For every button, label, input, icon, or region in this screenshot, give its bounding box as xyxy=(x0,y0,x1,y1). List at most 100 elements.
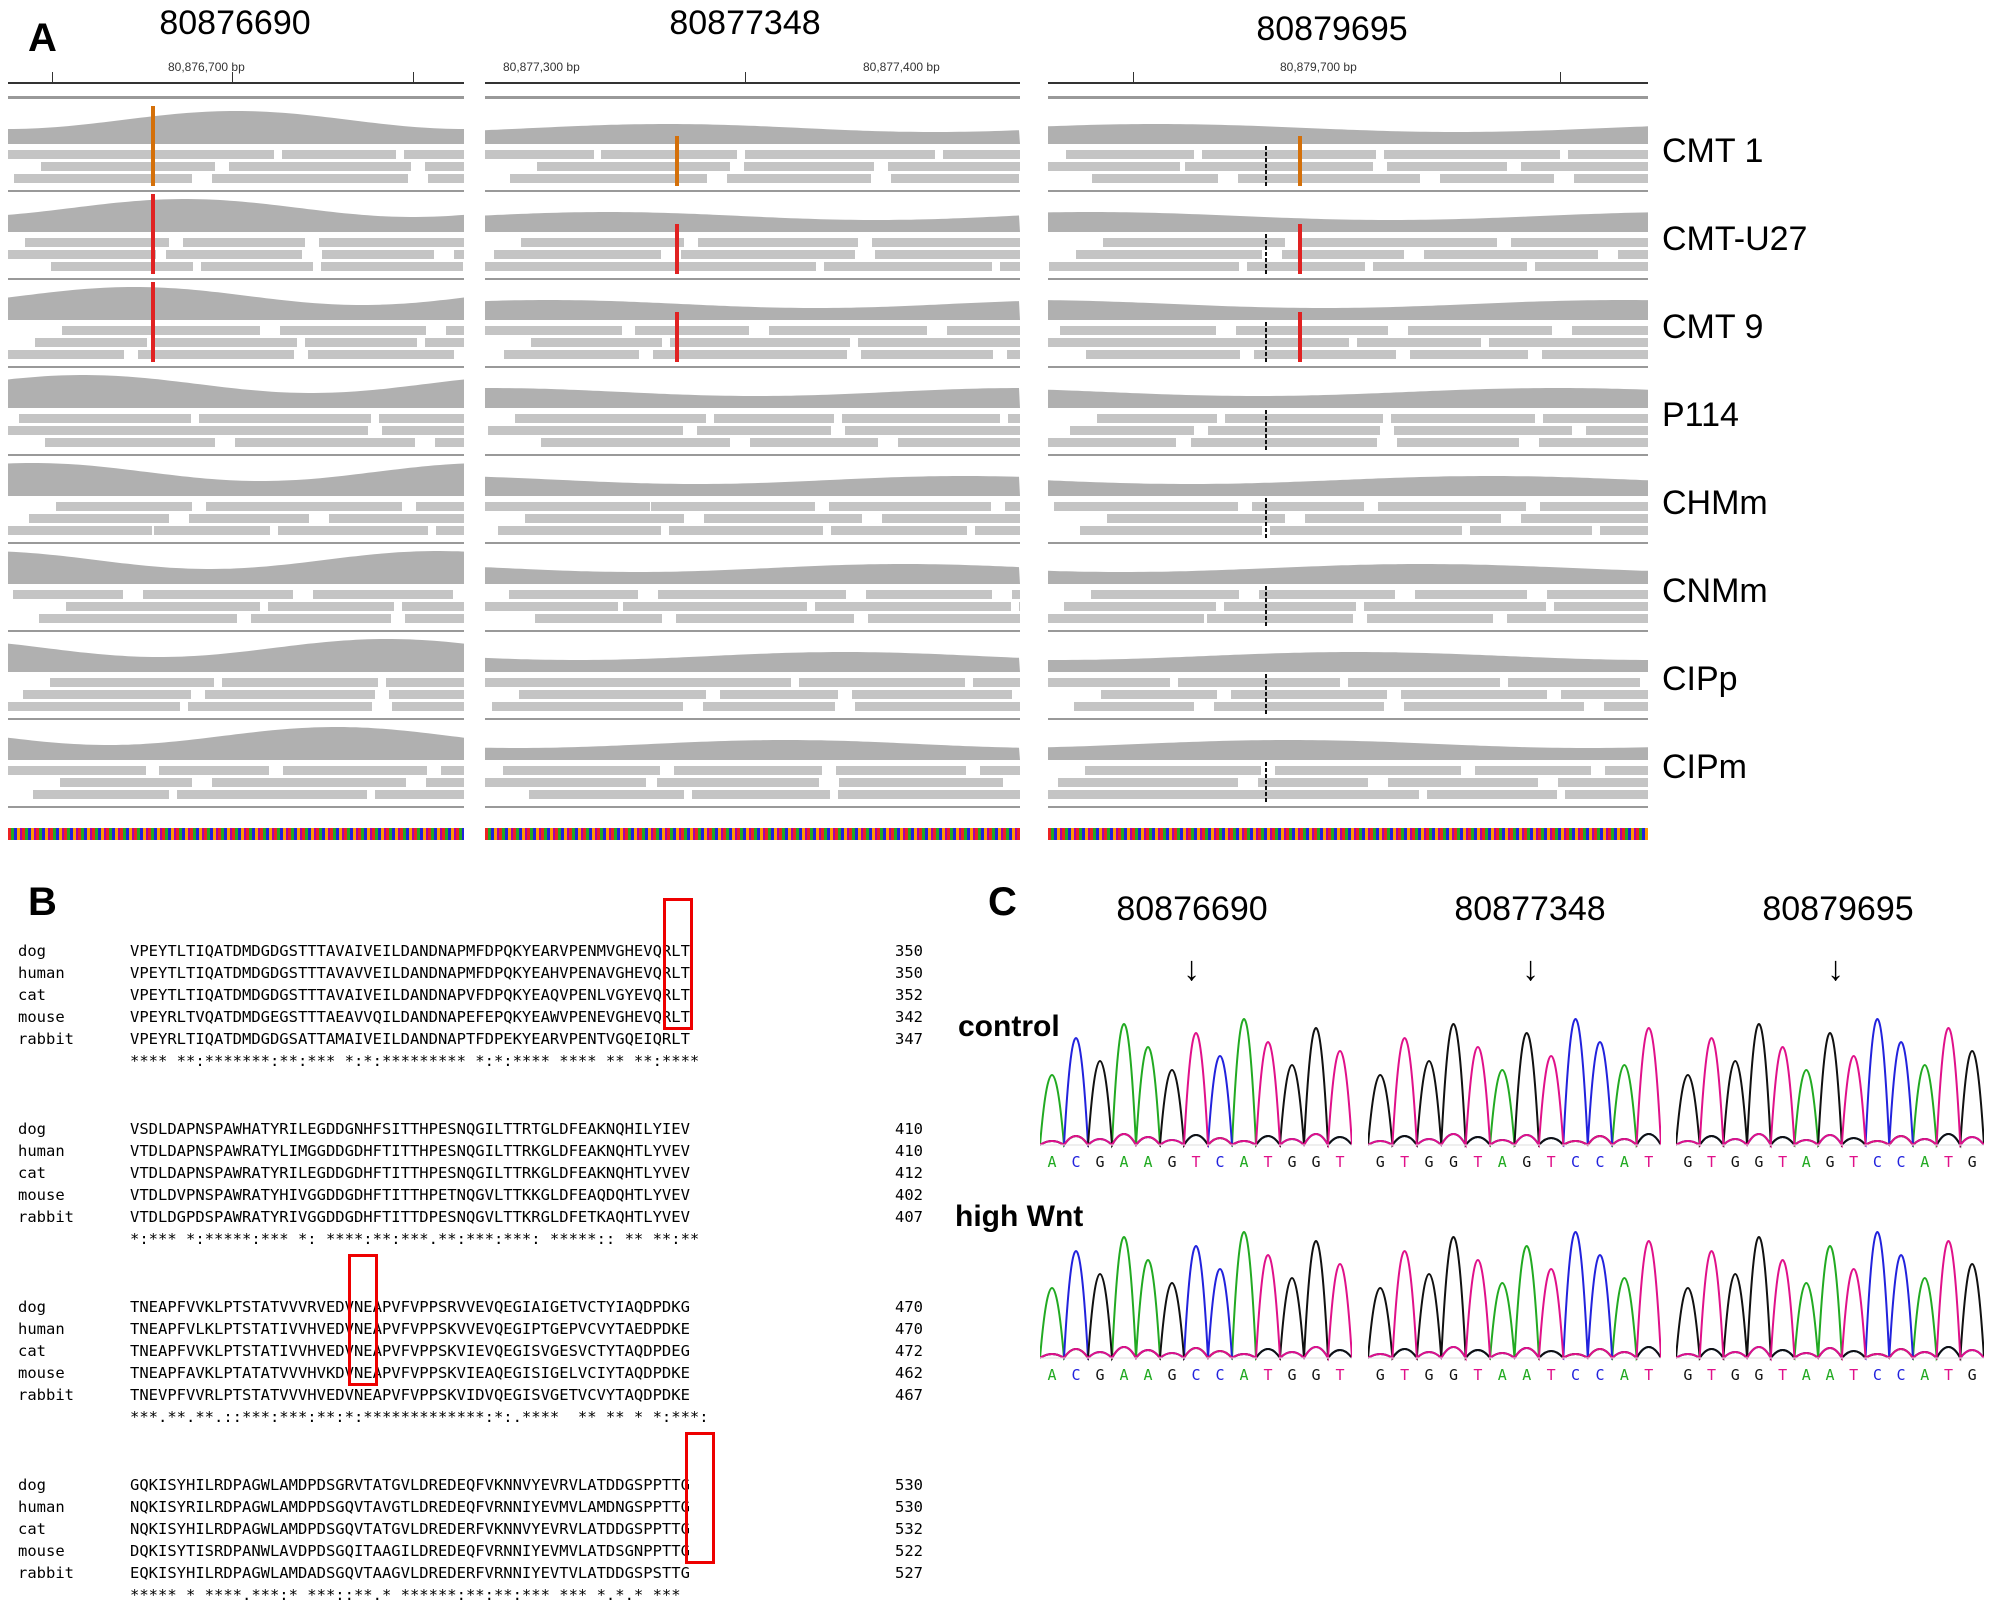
read xyxy=(485,602,618,611)
sample-track xyxy=(1048,454,1648,544)
base-call: C xyxy=(1071,1153,1080,1171)
read xyxy=(676,614,854,623)
residue-number: 350 xyxy=(895,942,923,960)
sample-track xyxy=(1048,542,1648,632)
read xyxy=(1600,526,1648,535)
read xyxy=(199,414,371,423)
species-name: human xyxy=(18,1320,65,1338)
base-call: T xyxy=(1335,1366,1344,1384)
read xyxy=(1542,350,1648,359)
coverage-area xyxy=(485,476,1020,496)
read xyxy=(1305,514,1501,523)
read xyxy=(1410,350,1528,359)
read xyxy=(858,338,1020,347)
read xyxy=(1247,262,1365,271)
coverage-area xyxy=(485,388,1020,408)
coverage-area xyxy=(485,652,1020,672)
coverage-area xyxy=(485,124,1020,144)
panel-c-position-2: 80877348 xyxy=(1454,890,1606,928)
read xyxy=(1201,338,1349,347)
coverage-track xyxy=(1048,740,1648,760)
read xyxy=(183,238,305,247)
base-call: G xyxy=(1425,1153,1434,1171)
sample-track xyxy=(485,366,1020,456)
read xyxy=(503,766,660,775)
read xyxy=(1005,502,1020,511)
species-name: mouse xyxy=(18,1186,65,1204)
variant-mark xyxy=(1298,136,1302,186)
read xyxy=(1191,438,1377,447)
sample-track xyxy=(1048,278,1648,368)
read xyxy=(1470,526,1592,535)
reference-sequence-bar xyxy=(485,828,1020,840)
read xyxy=(1049,262,1239,271)
read xyxy=(205,690,375,699)
read xyxy=(1000,262,1020,271)
base-call: A xyxy=(1802,1153,1811,1171)
read xyxy=(1535,262,1648,271)
read xyxy=(815,602,1011,611)
base-call: G xyxy=(1376,1153,1385,1171)
read xyxy=(1547,590,1648,599)
base-call: T xyxy=(1400,1366,1409,1384)
read xyxy=(1539,438,1648,447)
residue-number: 350 xyxy=(895,964,923,982)
sample-track xyxy=(1048,366,1648,456)
read xyxy=(888,162,1020,171)
base-call: G xyxy=(1731,1366,1740,1384)
read xyxy=(769,326,927,335)
row-label-high-wnt: high Wnt xyxy=(955,1200,1084,1233)
sample-track xyxy=(8,718,464,808)
sequence-row: VTDLDGPDSPAWRATYRIVGGDDGDHFTITTDPESNQGVL… xyxy=(130,1208,690,1226)
read xyxy=(19,414,191,423)
base-call: G xyxy=(1449,1153,1458,1171)
base-call: G xyxy=(1311,1366,1320,1384)
base-call: G xyxy=(1968,1366,1977,1384)
ruler: 80,876,700 bp xyxy=(8,60,464,100)
base-call: A xyxy=(1498,1366,1507,1384)
read xyxy=(1521,514,1648,523)
read xyxy=(1299,238,1497,247)
read xyxy=(882,514,1020,523)
read xyxy=(45,438,215,447)
species-name: rabbit xyxy=(18,1208,74,1226)
base-call: A xyxy=(1047,1366,1056,1384)
read xyxy=(1424,250,1598,259)
coverage-area xyxy=(8,375,464,408)
base-call: G xyxy=(1754,1366,1763,1384)
reference-mark xyxy=(1265,410,1267,450)
row-label-control: control xyxy=(958,1010,1060,1043)
read xyxy=(1618,250,1648,259)
read xyxy=(1511,238,1648,247)
base-call: T xyxy=(1778,1366,1787,1384)
coverage-area xyxy=(485,564,1020,584)
coverage-area xyxy=(8,727,464,760)
base-call: G xyxy=(1683,1366,1692,1384)
read xyxy=(39,614,237,623)
read xyxy=(1367,614,1493,623)
read xyxy=(313,590,453,599)
read xyxy=(1080,526,1262,535)
read xyxy=(1391,414,1535,423)
read xyxy=(41,162,215,171)
read xyxy=(601,150,737,159)
read xyxy=(322,250,434,259)
read xyxy=(674,766,822,775)
read xyxy=(1092,174,1218,183)
base-call: C xyxy=(1571,1366,1580,1384)
read xyxy=(980,766,1020,775)
read xyxy=(1202,150,1376,159)
read xyxy=(657,778,819,787)
sequence-row: VPEYRLTIQATDMDGDGSATTAMAIVEILDANDNAPTFDP… xyxy=(130,1030,690,1048)
base-call: C xyxy=(1215,1153,1224,1171)
read xyxy=(646,262,816,271)
base-call: T xyxy=(1944,1153,1953,1171)
read xyxy=(321,262,463,271)
coverage-track xyxy=(1048,300,1648,320)
read xyxy=(1214,702,1384,711)
read xyxy=(1408,326,1552,335)
read xyxy=(1586,426,1648,435)
base-call: C xyxy=(1595,1153,1604,1171)
coverage-track xyxy=(485,212,1020,232)
read xyxy=(305,338,417,347)
